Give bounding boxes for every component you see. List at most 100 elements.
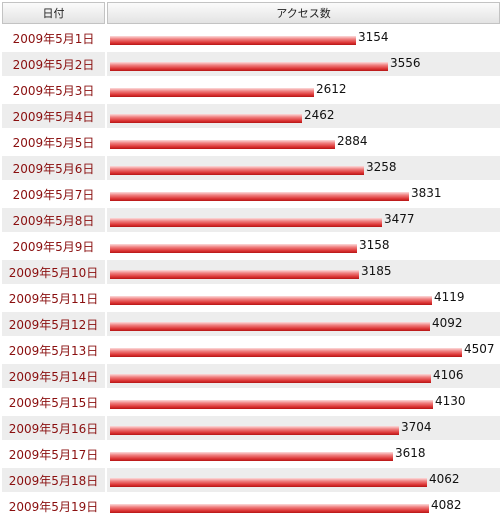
access-value-label: 4092	[432, 316, 463, 330]
bar-cell: 3704	[107, 416, 500, 440]
date-label: 2009年5月14日	[2, 364, 105, 388]
access-bar	[110, 166, 364, 175]
date-label: 2009年5月1日	[2, 26, 105, 50]
date-label: 2009年5月2日	[2, 52, 105, 76]
date-label: 2009年5月18日	[2, 468, 105, 492]
table-row: 2009年5月5日 2884	[2, 130, 500, 154]
bar-cell: 4119	[107, 286, 500, 310]
table-row: 2009年5月9日 3158	[2, 234, 500, 258]
table-row: 2009年5月1日 3154	[2, 26, 500, 50]
header-row: 日付 アクセス数	[2, 2, 500, 24]
access-value-label: 4119	[434, 290, 465, 304]
table-row: 2009年5月19日 4082	[2, 494, 500, 518]
table-body: 2009年5月1日 3154 2009年5月2日 3556 2009年5月3日 2612 2…	[2, 26, 500, 518]
access-value-label: 3618	[395, 446, 426, 460]
access-bar	[110, 114, 302, 123]
bar-cell: 3258	[107, 156, 500, 180]
table-row: 2009年5月12日 4092	[2, 312, 500, 336]
date-label: 2009年5月4日	[2, 104, 105, 128]
table-row: 2009年5月4日 2462	[2, 104, 500, 128]
access-value-label: 4507	[464, 342, 495, 356]
date-label: 2009年5月5日	[2, 130, 105, 154]
bar-cell: 3831	[107, 182, 500, 206]
access-bar	[110, 270, 359, 279]
access-bar	[110, 192, 409, 201]
access-value-label: 3158	[359, 238, 390, 252]
access-value-label: 3556	[390, 56, 421, 70]
table-row: 2009年5月13日 4507	[2, 338, 500, 362]
access-bar	[110, 400, 433, 409]
date-label: 2009年5月9日	[2, 234, 105, 258]
date-label: 2009年5月16日	[2, 416, 105, 440]
bar-cell: 3158	[107, 234, 500, 258]
access-value-label: 4130	[435, 394, 466, 408]
bar-cell: 2884	[107, 130, 500, 154]
table-row: 2009年5月17日 3618	[2, 442, 500, 466]
access-bar	[110, 244, 357, 253]
table-row: 2009年5月7日 3831	[2, 182, 500, 206]
table-row: 2009年5月18日 4062	[2, 468, 500, 492]
access-value-label: 2612	[316, 82, 347, 96]
bar-cell: 4507	[107, 338, 500, 362]
date-label: 2009年5月3日	[2, 78, 105, 102]
access-bar	[110, 452, 393, 461]
table-row: 2009年5月6日 3258	[2, 156, 500, 180]
date-label: 2009年5月19日	[2, 494, 105, 518]
table-row: 2009年5月2日 3556	[2, 52, 500, 76]
access-value-label: 2462	[304, 108, 335, 122]
bar-cell: 4130	[107, 390, 500, 414]
access-value-label: 3258	[366, 160, 397, 174]
access-bar	[110, 478, 427, 487]
bar-cell: 3185	[107, 260, 500, 284]
access-value-label: 3831	[411, 186, 442, 200]
access-value-label: 4062	[429, 472, 460, 486]
bar-cell: 4082	[107, 494, 500, 518]
bar-cell: 3556	[107, 52, 500, 76]
date-label: 2009年5月6日	[2, 156, 105, 180]
date-label: 2009年5月11日	[2, 286, 105, 310]
bar-cell: 2462	[107, 104, 500, 128]
date-label: 2009年5月13日	[2, 338, 105, 362]
bar-cell: 3154	[107, 26, 500, 50]
access-bar	[110, 62, 388, 71]
bar-cell: 4062	[107, 468, 500, 492]
access-value-label: 4106	[433, 368, 464, 382]
access-bar	[110, 348, 462, 357]
bar-cell: 4106	[107, 364, 500, 388]
table-row: 2009年5月10日 3185	[2, 260, 500, 284]
access-value-label: 3477	[384, 212, 415, 226]
table-row: 2009年5月11日 4119	[2, 286, 500, 310]
access-value-label: 2884	[337, 134, 368, 148]
date-label: 2009年5月15日	[2, 390, 105, 414]
bar-cell: 4092	[107, 312, 500, 336]
access-bar	[110, 322, 430, 331]
date-label: 2009年5月17日	[2, 442, 105, 466]
table-row: 2009年5月16日 3704	[2, 416, 500, 440]
date-label: 2009年5月8日	[2, 208, 105, 232]
access-bar	[110, 426, 399, 435]
bar-cell: 3477	[107, 208, 500, 232]
date-label: 2009年5月7日	[2, 182, 105, 206]
table-row: 2009年5月8日 3477	[2, 208, 500, 232]
date-label: 2009年5月12日	[2, 312, 105, 336]
table-row: 2009年5月3日 2612	[2, 78, 500, 102]
bar-cell: 3618	[107, 442, 500, 466]
access-bar	[110, 504, 429, 513]
access-bar	[110, 296, 432, 305]
table-row: 2009年5月14日 4106	[2, 364, 500, 388]
access-bar	[110, 218, 382, 227]
access-bar	[110, 36, 356, 45]
table-row: 2009年5月15日 4130	[2, 390, 500, 414]
access-bar	[110, 140, 335, 149]
date-label: 2009年5月10日	[2, 260, 105, 284]
access-bar	[110, 374, 431, 383]
access-value-label: 3154	[358, 30, 389, 44]
access-bar	[110, 88, 314, 97]
access-column-header[interactable]: アクセス数	[107, 2, 500, 24]
access-value-label: 3185	[361, 264, 392, 278]
access-value-label: 3704	[401, 420, 432, 434]
access-value-label: 4082	[431, 498, 462, 512]
bar-cell: 2612	[107, 78, 500, 102]
date-column-header[interactable]: 日付	[2, 2, 105, 24]
